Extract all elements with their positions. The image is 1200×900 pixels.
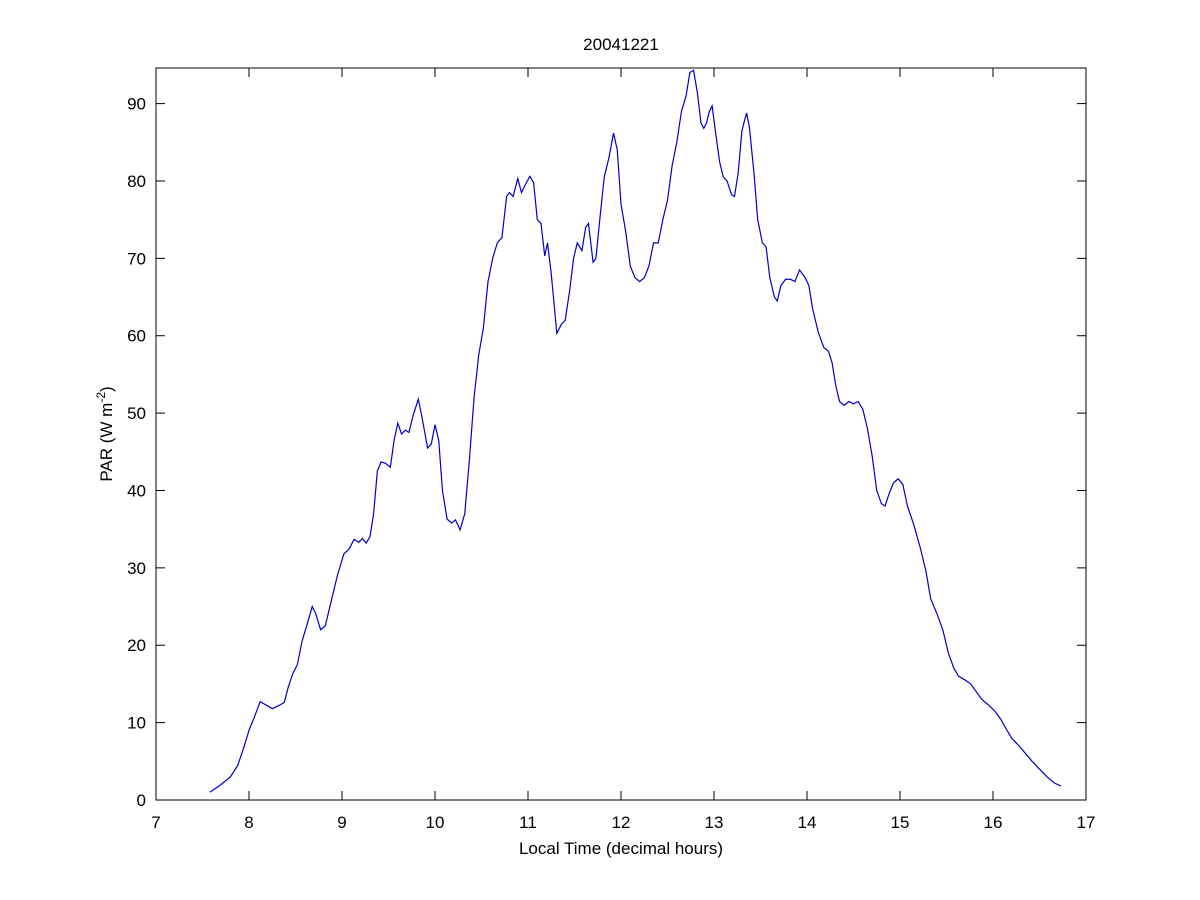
y-tick-label: 0 [137,791,146,810]
x-tick-label: 14 [798,813,817,832]
y-tick-label: 80 [127,172,146,191]
x-tick-label: 10 [426,813,445,832]
y-tick-label: 30 [127,559,146,578]
y-label-base: PAR (W m [97,403,116,482]
y-label-sup: -2 [94,392,108,403]
x-tick-label: 12 [612,813,631,832]
x-tick-label: 15 [891,813,910,832]
plot-area [155,67,1087,801]
y-tick-label: 20 [127,636,146,655]
y-axis-label: PAR (W m-2) [94,386,116,481]
y-tick-label: 50 [127,404,146,423]
x-tick-label: 11 [519,813,537,832]
x-tick-label: 16 [984,813,1003,832]
y-tick-label: 60 [127,327,146,346]
data-line [209,69,1062,793]
x-tick-label: 17 [1077,813,1096,832]
y-label-end: ) [97,386,116,392]
y-tick-label: 10 [127,714,146,733]
chart-title: 20041221 [583,35,659,54]
y-tick-label: 70 [127,249,146,268]
y-tick-label: 40 [127,481,146,500]
x-tick-label: 9 [337,813,346,832]
x-tick-label: 13 [705,813,724,832]
x-tick-label: 8 [244,813,253,832]
x-axis-label: Local Time (decimal hours) [519,839,723,858]
x-tick-label: 7 [151,813,160,832]
y-tick-label: 90 [127,95,146,114]
